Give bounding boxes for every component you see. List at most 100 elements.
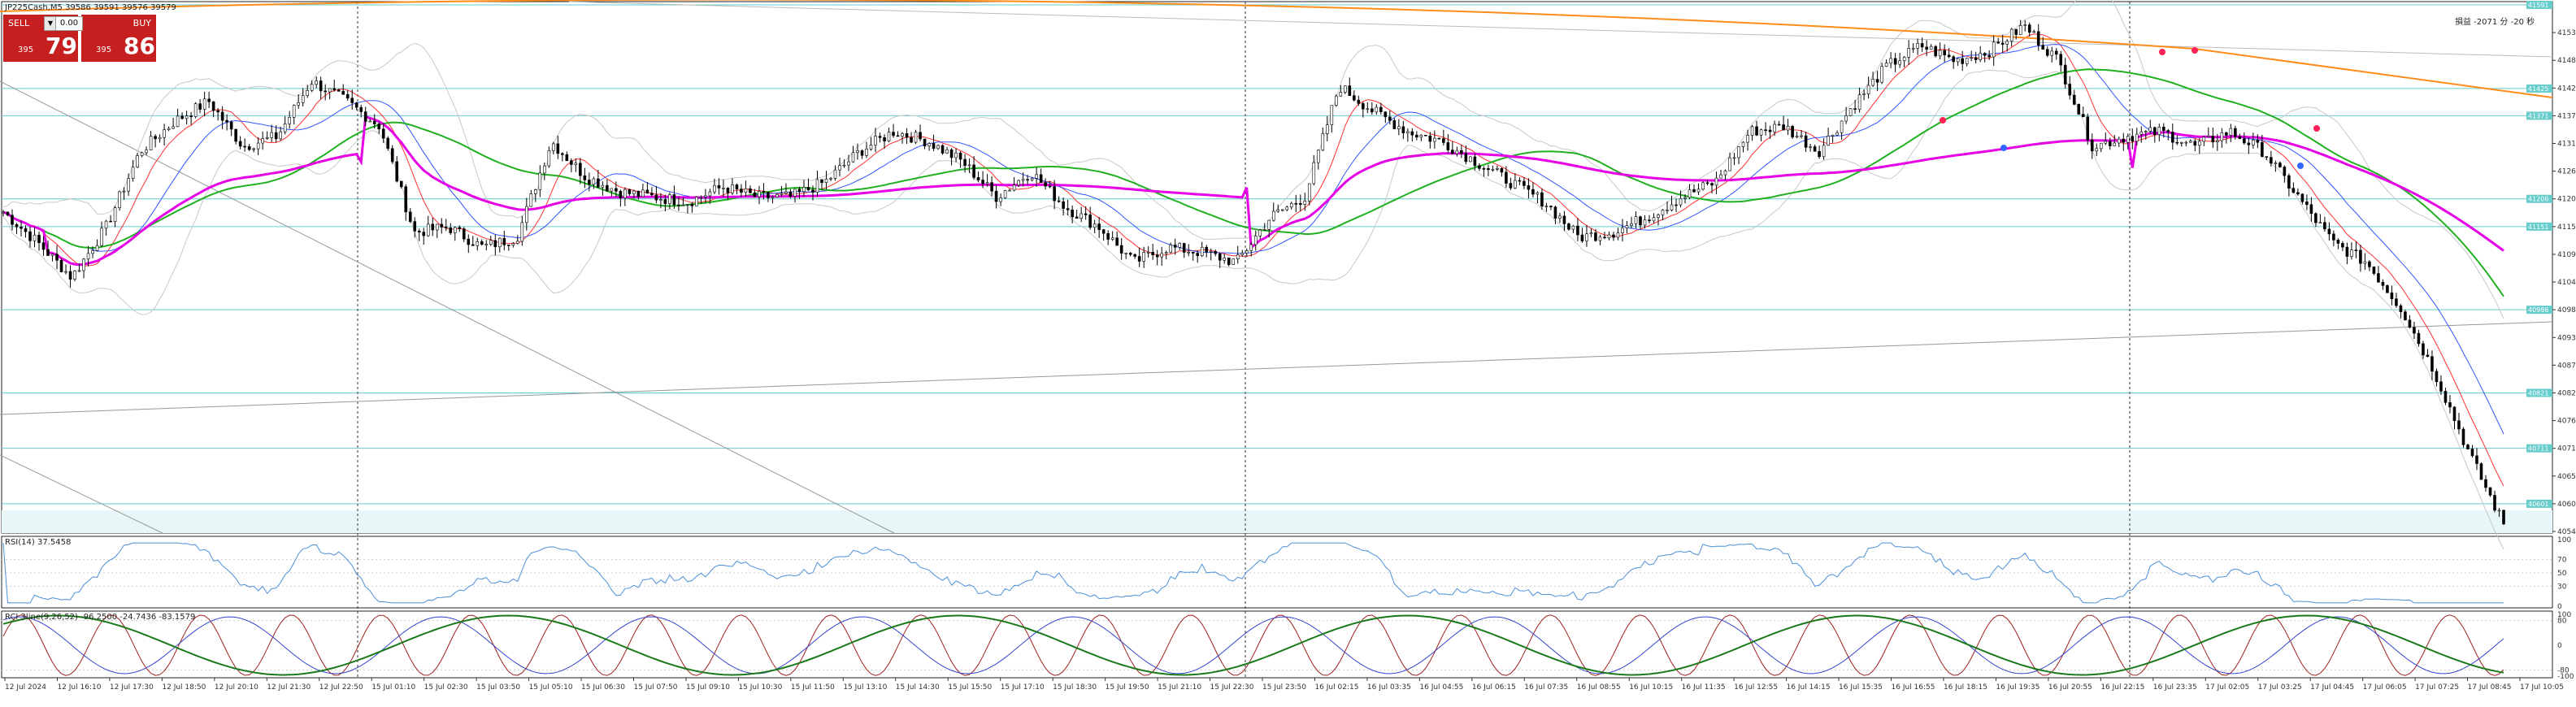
candle-body bbox=[2274, 163, 2278, 164]
candle-body bbox=[315, 80, 318, 85]
sell-button[interactable]: SELL 395 79 bbox=[3, 15, 78, 62]
candle-body bbox=[1607, 234, 1611, 239]
candle-body bbox=[641, 189, 645, 197]
candle-body bbox=[1692, 189, 1696, 193]
candle-body bbox=[328, 88, 332, 93]
signal-markers bbox=[1940, 47, 2320, 169]
candle-body bbox=[1603, 236, 1606, 239]
candle-body bbox=[1491, 169, 1495, 171]
time-tick-label: 16 Jul 03:35 bbox=[1367, 683, 1411, 692]
time-tick-label: 15 Jul 22:30 bbox=[1210, 683, 1254, 692]
candle-body bbox=[1714, 177, 1718, 186]
rci-axis-label: 0 bbox=[2557, 642, 2562, 650]
candle-body bbox=[319, 80, 323, 92]
candle-body bbox=[1589, 232, 1593, 235]
candle-body bbox=[833, 169, 837, 179]
lot-dropdown-icon[interactable]: ▼ bbox=[44, 16, 57, 31]
buy-price-big: 86 bbox=[124, 33, 155, 59]
candle-body bbox=[806, 187, 810, 191]
candle-body bbox=[476, 241, 480, 246]
time-tick-label: 16 Jul 02:15 bbox=[1314, 683, 1358, 692]
candle-body bbox=[234, 128, 237, 142]
candle-body bbox=[1057, 200, 1061, 202]
candle-body bbox=[1075, 216, 1079, 219]
candle-body bbox=[1710, 183, 1714, 186]
candle-body bbox=[1576, 225, 1579, 236]
candle-body bbox=[1330, 105, 1334, 125]
candle-body bbox=[435, 223, 439, 231]
candle-body bbox=[811, 189, 815, 193]
candle-body bbox=[874, 136, 877, 145]
candle-body bbox=[2291, 188, 2296, 193]
rci-axis-label: -100 bbox=[2557, 673, 2574, 681]
candle-body bbox=[1884, 63, 1888, 67]
candle-body bbox=[1062, 201, 1065, 209]
candle-body bbox=[1048, 185, 1052, 188]
candle-body bbox=[1639, 216, 1642, 226]
candle-body bbox=[59, 260, 63, 272]
candle-body bbox=[1079, 213, 1083, 219]
candle-body bbox=[216, 110, 219, 113]
candle-body bbox=[1478, 165, 1481, 169]
candle-body bbox=[932, 143, 936, 150]
candle-body bbox=[1357, 99, 1361, 104]
candle-body bbox=[690, 203, 694, 206]
time-tick-label: 15 Jul 07:50 bbox=[634, 683, 678, 692]
candle-body bbox=[632, 190, 636, 194]
level-tag-label: 41151 bbox=[2528, 223, 2548, 231]
candle-body bbox=[659, 199, 662, 201]
buy-button[interactable]: BUY 395 86 bbox=[81, 15, 156, 62]
price-tick-label: 40986 bbox=[2557, 306, 2576, 314]
candle-body bbox=[332, 88, 336, 91]
candle-body bbox=[516, 241, 519, 244]
candle-body bbox=[1759, 129, 1763, 136]
time-tick-label: 15 Jul 11:50 bbox=[791, 683, 835, 692]
level-tag-label: 40986 bbox=[2528, 306, 2548, 314]
candle-body bbox=[717, 184, 721, 189]
price-tick-label: 41041 bbox=[2557, 279, 2576, 287]
price-tick-label: 40766 bbox=[2557, 418, 2576, 426]
time-tick-label: 16 Jul 16:55 bbox=[1892, 683, 1935, 692]
candle-body bbox=[2457, 420, 2461, 430]
candle-body bbox=[2229, 128, 2233, 136]
candle-body bbox=[780, 193, 784, 195]
rsi-indicator: 100 70 50 30 0 bbox=[2, 536, 2571, 611]
lot-input[interactable]: 0.00 bbox=[55, 16, 83, 31]
candle-body bbox=[1987, 54, 1991, 58]
candle-body bbox=[1916, 43, 1919, 49]
candle-body bbox=[2247, 142, 2251, 145]
candle-body bbox=[1366, 108, 1370, 111]
candle-body bbox=[914, 132, 918, 143]
candle-body bbox=[1214, 251, 1218, 254]
candle-body bbox=[628, 189, 632, 194]
candle-body bbox=[1008, 189, 1011, 192]
candle-body bbox=[592, 178, 596, 185]
rsi-axis-label: 100 bbox=[2557, 536, 2571, 544]
candle-body bbox=[1956, 58, 1960, 63]
candle-body bbox=[2296, 192, 2300, 195]
candle-body bbox=[372, 120, 376, 124]
candle-body bbox=[458, 227, 462, 229]
candle-body bbox=[1289, 202, 1293, 208]
candle-body bbox=[2054, 50, 2058, 55]
time-tick-label: 16 Jul 10:15 bbox=[1629, 683, 1673, 692]
candle-body bbox=[1487, 168, 1490, 170]
price-tick-label: 41371 bbox=[2557, 112, 2576, 120]
candle-body bbox=[1401, 126, 1405, 133]
price-tick-label: 40656 bbox=[2557, 473, 2576, 481]
candle-body bbox=[623, 189, 627, 198]
candle-body bbox=[645, 189, 649, 194]
time-tick-label: 17 Jul 07:25 bbox=[2415, 683, 2459, 692]
candle-body bbox=[954, 152, 958, 158]
candle-body bbox=[180, 115, 184, 119]
time-tick-label: 15 Jul 15:50 bbox=[948, 683, 992, 692]
candle-body bbox=[1362, 102, 1365, 110]
candle-body bbox=[1961, 58, 1964, 64]
candle-body bbox=[2148, 127, 2152, 132]
candle-body bbox=[1227, 257, 1231, 265]
candle-body bbox=[1996, 41, 2000, 44]
candle-body bbox=[149, 136, 153, 150]
candle-body bbox=[2323, 222, 2326, 230]
candle-body bbox=[1791, 126, 1794, 137]
